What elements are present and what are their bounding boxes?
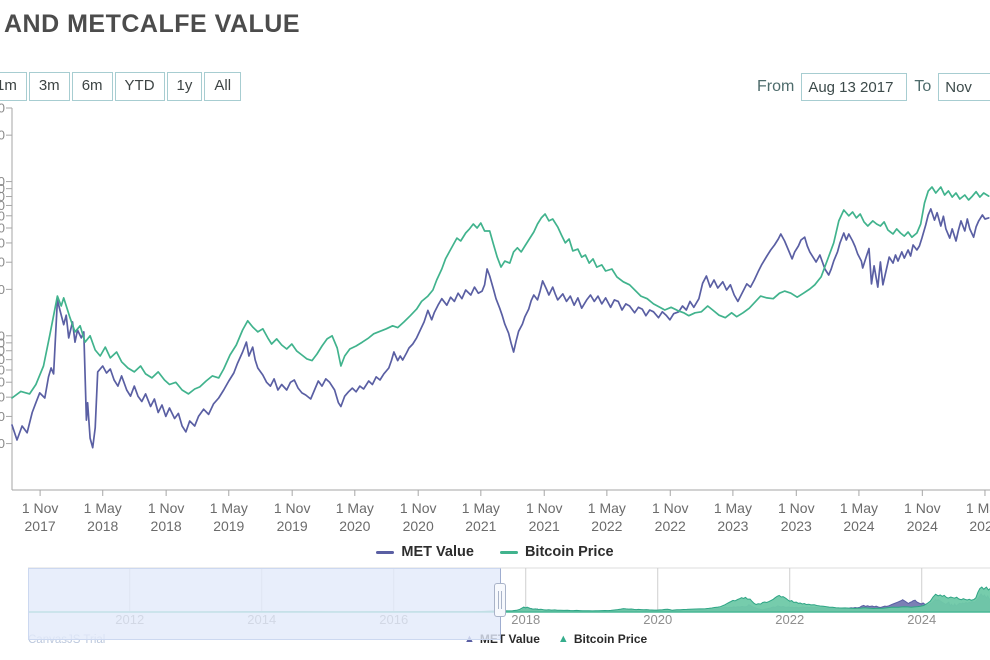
- range-button-1m[interactable]: 1m: [0, 72, 27, 101]
- legend-label-met: MET Value: [401, 544, 474, 560]
- legend-label-bitcoin: Bitcoin Price: [524, 544, 614, 560]
- range-button-all[interactable]: All: [204, 72, 242, 101]
- legend-item-bitcoin[interactable]: Bitcoin Price: [499, 544, 614, 560]
- y-tick-label: 3000: [0, 409, 5, 424]
- from-date-input[interactable]: [801, 73, 908, 101]
- y-tick-label: 40000: [0, 235, 5, 250]
- x-tick-label: 2021: [465, 518, 496, 534]
- page-title: AND METCALFE VALUE: [4, 10, 301, 38]
- y-tick-label: 2000: [0, 436, 5, 451]
- y-tick-label: 100000: [0, 174, 5, 189]
- x-tick-label: 2019: [277, 518, 308, 534]
- y-tick-label: 10000: [0, 328, 5, 343]
- navigator-slider-handle[interactable]: [494, 583, 506, 617]
- range-selector: 1m 3m 6m YTD 1y All: [0, 72, 243, 101]
- nav-legend-label-bitcoin: Bitcoin Price: [573, 632, 648, 646]
- bitcoin-line-swatch: [499, 550, 518, 554]
- y-tick-label: 8000: [0, 343, 5, 358]
- x-tick-label: 1 May: [714, 500, 752, 516]
- to-date-input[interactable]: [938, 73, 990, 101]
- y-tick-label: 5000: [0, 375, 5, 390]
- y-tick-label: 200000: [0, 128, 5, 143]
- legend-item-met[interactable]: MET Value: [376, 544, 474, 560]
- y-tick-label: 300000: [0, 101, 5, 116]
- x-tick-label: 1 May: [840, 500, 878, 516]
- x-tick-label: 2022: [591, 518, 622, 534]
- x-tick-label: 2024: [843, 518, 874, 534]
- y-tick-label: 70000: [0, 198, 5, 213]
- x-tick-label: 1 Nov: [400, 500, 437, 516]
- x-tick-label: 1 May: [84, 500, 122, 516]
- y-tick-label: 4000: [0, 390, 5, 405]
- to-label: To: [914, 78, 932, 95]
- x-tick-label: 2025: [969, 518, 990, 534]
- range-button-1y[interactable]: 1y: [166, 72, 203, 101]
- range-button-6m[interactable]: 6m: [71, 72, 113, 101]
- x-tick-label: 1 May: [588, 500, 626, 516]
- x-tick-label: 2021: [529, 518, 560, 534]
- navigator-year-label: 2024: [907, 612, 936, 627]
- x-tick-label: 1 May: [966, 500, 990, 516]
- x-tick-label: 1 Nov: [778, 500, 815, 516]
- x-tick-label: 2022: [655, 518, 686, 534]
- x-tick-label: 2017: [25, 518, 56, 534]
- clipped-title-line: AND METCALFE VALUE: [30, 0, 730, 6]
- bitcoin-triangle-icon: ▲: [557, 632, 569, 645]
- range-button-3m[interactable]: 3m: [28, 72, 70, 101]
- x-tick-label: 1 Nov: [148, 500, 185, 516]
- navigator-year-label: 2020: [643, 612, 672, 627]
- x-tick-label: 2018: [87, 518, 118, 534]
- x-tick-label: 1 Nov: [22, 500, 59, 516]
- x-tick-label: 2023: [781, 518, 812, 534]
- navigator-year-label: 2018: [511, 612, 540, 627]
- nav-legend-item-bitcoin[interactable]: ▲ Bitcoin Price: [558, 632, 647, 646]
- y-tick-label: 9000: [0, 335, 5, 350]
- x-tick-label: 1 Nov: [652, 500, 689, 516]
- met-line-swatch: [376, 550, 395, 554]
- x-tick-label: 1 Nov: [274, 500, 311, 516]
- navigator-year-label: 2022: [775, 612, 804, 627]
- y-tick-label: 60000: [0, 208, 5, 223]
- x-tick-label: 1 Nov: [526, 500, 563, 516]
- y-tick-label: 6000: [0, 363, 5, 378]
- clipped-title-text: AND METCALFE VALUE: [30, 0, 730, 3]
- x-tick-label: 1 May: [336, 500, 374, 516]
- x-tick-label: 2023: [717, 518, 748, 534]
- y-tick-label: 30000: [0, 255, 5, 270]
- y-tick-label: 90000: [0, 181, 5, 196]
- x-tick-label: 1 May: [210, 500, 248, 516]
- x-tick-label: 1 May: [462, 500, 500, 516]
- x-tick-label: 2018: [151, 518, 182, 534]
- y-tick-label: 7000: [0, 352, 5, 367]
- y-tick-label: 80000: [0, 189, 5, 204]
- date-range-controls: From To: [750, 73, 990, 101]
- x-tick-label: 1 Nov: [904, 500, 941, 516]
- x-tick-label: 2020: [403, 518, 434, 534]
- met-value-line: [11, 208, 990, 449]
- x-tick-label: 2019: [213, 518, 244, 534]
- bitcoin-price-line: [11, 186, 990, 399]
- from-label: From: [757, 78, 795, 95]
- x-tick-label: 2020: [339, 518, 370, 534]
- x-tick-label: 2024: [907, 518, 938, 534]
- range-button-ytd[interactable]: YTD: [114, 72, 165, 101]
- y-tick-label: 20000: [0, 282, 5, 297]
- navigator-mask[interactable]: [28, 568, 501, 640]
- navigator-bitcoin-area: [37, 586, 990, 613]
- main-legend: MET Value Bitcoin Price: [0, 544, 990, 560]
- y-tick-label: 50000: [0, 220, 5, 235]
